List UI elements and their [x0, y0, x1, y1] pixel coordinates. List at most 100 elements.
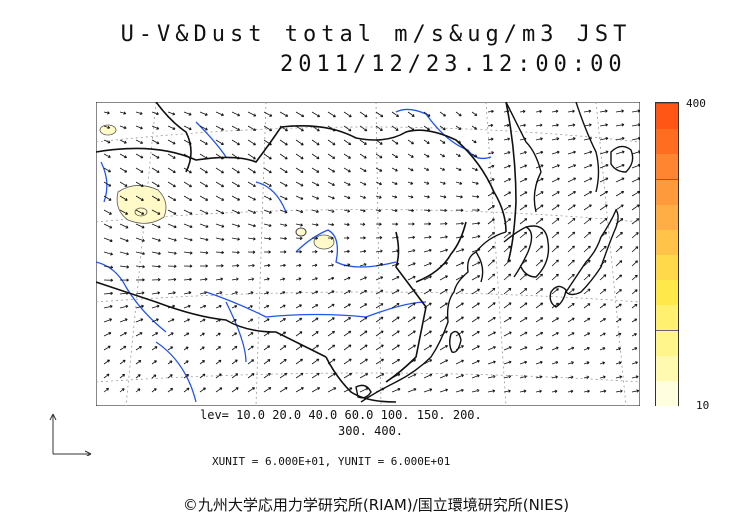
wind-arrow — [327, 181, 335, 186]
wind-arrow — [455, 302, 464, 309]
wind-arrow — [119, 304, 129, 309]
wind-arrow — [471, 234, 481, 239]
wind-arrow — [311, 139, 320, 146]
wind-arrow — [391, 195, 398, 199]
wind-arrow — [167, 139, 176, 145]
wind-arrow — [407, 373, 417, 379]
wind-arrow — [199, 237, 209, 242]
wind-arrow — [295, 181, 304, 187]
wind-arrow — [103, 181, 112, 187]
wind-arrow — [263, 291, 270, 295]
wind-arrow — [407, 330, 416, 337]
wind-arrow — [263, 237, 272, 241]
wind-arrow — [631, 375, 639, 379]
wind-arrow — [535, 123, 543, 127]
wind-arrow — [103, 265, 114, 269]
wind-arrow — [503, 302, 512, 309]
wind-arrow — [423, 359, 433, 365]
wind-arrow — [199, 251, 209, 255]
wind-arrow — [343, 344, 352, 351]
wind-arrow — [535, 150, 544, 155]
wind-arrow — [408, 222, 415, 226]
wind-arrow — [247, 167, 256, 174]
wind-arrow — [359, 373, 369, 379]
wind-arrow — [487, 109, 494, 114]
wind-arrow — [327, 290, 335, 295]
wind-arrow — [551, 204, 560, 211]
wind-arrow — [551, 302, 559, 309]
wind-arrow — [247, 387, 255, 393]
wind-arrow — [327, 236, 334, 240]
wind-arrow — [183, 195, 193, 201]
wind-arrow — [551, 150, 560, 155]
wind-arrow — [455, 388, 464, 393]
wind-arrow — [423, 302, 432, 309]
wind-arrow — [391, 387, 401, 393]
wind-arrow — [135, 139, 144, 144]
wind-arrow — [119, 278, 129, 282]
wind-arrow — [103, 304, 113, 309]
contour-levels-cont: 300. 400. — [338, 424, 404, 438]
wind-arrow — [535, 177, 544, 183]
wind-arrow — [151, 346, 158, 351]
wind-arrow — [295, 277, 302, 281]
wind-arrow — [503, 346, 512, 351]
wind-arrow — [119, 359, 126, 365]
wind-arrow — [471, 345, 480, 351]
wind-arrow — [167, 125, 176, 130]
wind-arrow — [215, 167, 224, 174]
wind-arrow — [135, 304, 144, 309]
wind-arrow — [551, 288, 559, 295]
wind-arrow — [183, 332, 190, 337]
wind-arrow — [199, 387, 206, 393]
wind-arrow — [503, 218, 511, 225]
wind-arrow — [103, 153, 111, 158]
wind-arrow — [279, 291, 286, 295]
wind-arrow — [215, 111, 224, 117]
wind-arrow — [471, 248, 481, 253]
wind-arrow — [359, 139, 367, 145]
wind-arrow — [343, 249, 350, 254]
wind-arrow — [263, 139, 272, 146]
wind-arrow — [471, 125, 477, 130]
dust-area-central-2 — [295, 227, 307, 237]
wind-arrow — [279, 277, 286, 281]
wind-arrow — [327, 263, 334, 267]
wind-arrow — [535, 360, 543, 365]
wind-arrow — [535, 164, 544, 169]
wind-arrow — [391, 153, 399, 158]
wind-arrow — [151, 360, 157, 365]
wind-arrow — [551, 191, 560, 197]
wind-arrow — [551, 375, 558, 379]
wind-arrow — [567, 389, 574, 393]
wind-arrow — [487, 232, 495, 239]
dust-area-west — [116, 185, 167, 224]
wind-arrow — [311, 223, 319, 227]
wind-arrow — [615, 361, 622, 365]
wind-arrow — [615, 177, 625, 183]
wind-arrow — [295, 236, 303, 240]
wind-arrow — [311, 290, 319, 295]
wind-arrow — [359, 289, 368, 295]
wind-arrow — [567, 288, 575, 295]
wind-arrow — [199, 264, 209, 268]
wind-arrow — [359, 195, 367, 199]
wind-arrow — [135, 111, 143, 115]
wind-arrow — [359, 249, 367, 253]
wind-arrow — [423, 167, 430, 171]
colorbar-segment — [656, 103, 678, 130]
wind-arrow — [423, 222, 432, 226]
wind-arrow — [151, 318, 159, 323]
wind-arrow — [535, 191, 544, 197]
copyright-credit: ©九州大学応用力学研究所(RIAM)/国立環境研究所(NIES) — [182, 496, 570, 514]
wind-arrow — [311, 358, 320, 365]
wind-arrow — [247, 277, 255, 281]
wind-arrow — [375, 153, 383, 159]
wind-arrow — [359, 236, 366, 240]
wind-arrow — [391, 235, 399, 240]
wind-arrow — [295, 331, 303, 337]
wind-arrow — [135, 265, 145, 269]
wind-arrow — [375, 276, 384, 281]
wind-arrow — [295, 195, 304, 200]
wind-arrow — [503, 204, 512, 211]
